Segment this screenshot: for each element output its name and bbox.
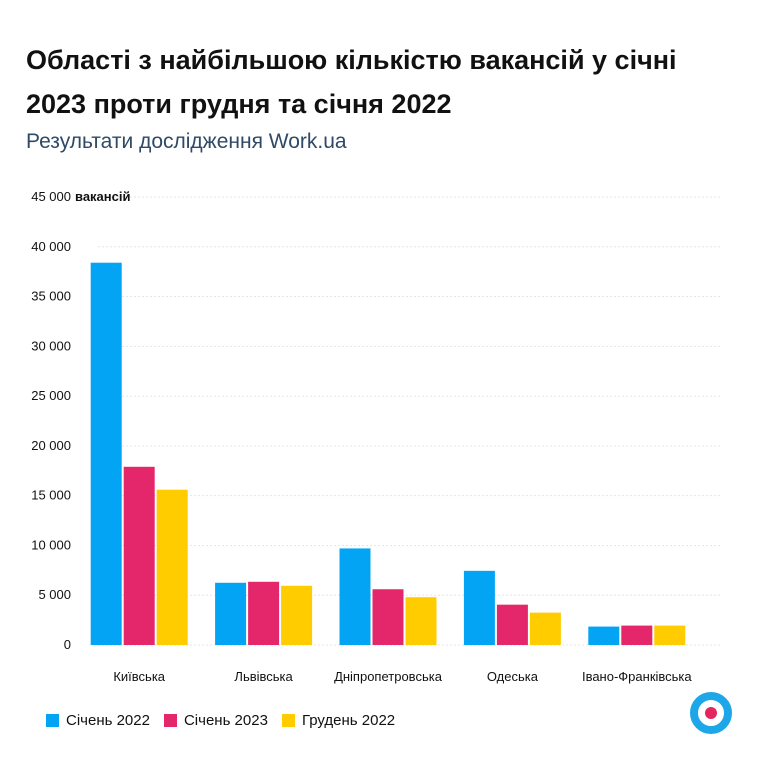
y-tick-label: 5 000 xyxy=(38,587,71,602)
x-tick-label: Дніпропетровська xyxy=(334,669,443,684)
bar xyxy=(529,612,561,645)
legend-swatch xyxy=(46,714,59,727)
chart-title: Області з найбільшою кількістю вакансій … xyxy=(26,45,677,119)
y-tick-label: 25 000 xyxy=(31,388,71,403)
legend: Січень 2022 Січень 2023 Грудень 2022 xyxy=(46,712,395,729)
bar xyxy=(156,489,188,645)
bar xyxy=(496,604,528,645)
legend-item-dec-2022: Грудень 2022 xyxy=(281,712,396,729)
bar xyxy=(372,589,404,645)
y-tick-label: 15 000 xyxy=(31,488,71,503)
y-tick-label: 45 000 xyxy=(31,189,71,204)
x-tick-label: Львівська xyxy=(234,669,293,684)
bar-chart: 0 5 000 10 000 15 000 20 000 25 000 30 000 35 0… xyxy=(31,189,720,684)
legend-item-jan-2023: Січень 2023 xyxy=(163,712,268,729)
y-axis-label: вакансій xyxy=(75,189,130,204)
x-tick-label: Івано-Франківська xyxy=(582,669,692,684)
bar xyxy=(339,548,371,645)
work-ua-logo-icon xyxy=(690,692,732,734)
x-tick-label: Київська xyxy=(113,669,165,684)
y-tick-label: 40 000 xyxy=(31,239,71,254)
bar xyxy=(90,262,122,645)
bar xyxy=(588,626,620,645)
y-tick-label: 35 000 xyxy=(31,289,71,304)
legend-label: Січень 2023 xyxy=(183,712,268,729)
legend-item-jan-2022: Січень 2022 xyxy=(46,712,150,729)
y-tick-label: 20 000 xyxy=(31,438,71,453)
y-tick-label: 30 000 xyxy=(31,338,71,353)
bar xyxy=(248,581,280,645)
logo-dot-icon xyxy=(705,707,717,719)
legend-label: Січень 2022 xyxy=(66,712,150,729)
bar xyxy=(654,625,686,645)
bar xyxy=(281,585,313,645)
chart-subtitle: Результати дослідження Work.ua xyxy=(26,130,347,153)
bar xyxy=(463,570,495,645)
y-tick-label: 10 000 xyxy=(31,537,71,552)
legend-swatch xyxy=(281,714,295,727)
bar xyxy=(123,466,155,645)
bar xyxy=(405,597,437,645)
legend-label: Грудень 2022 xyxy=(301,712,396,729)
y-tick-label: 0 xyxy=(64,637,71,652)
bar xyxy=(215,582,247,645)
bar xyxy=(621,625,653,645)
x-tick-label: Одеська xyxy=(487,669,539,684)
legend-swatch xyxy=(163,714,177,727)
